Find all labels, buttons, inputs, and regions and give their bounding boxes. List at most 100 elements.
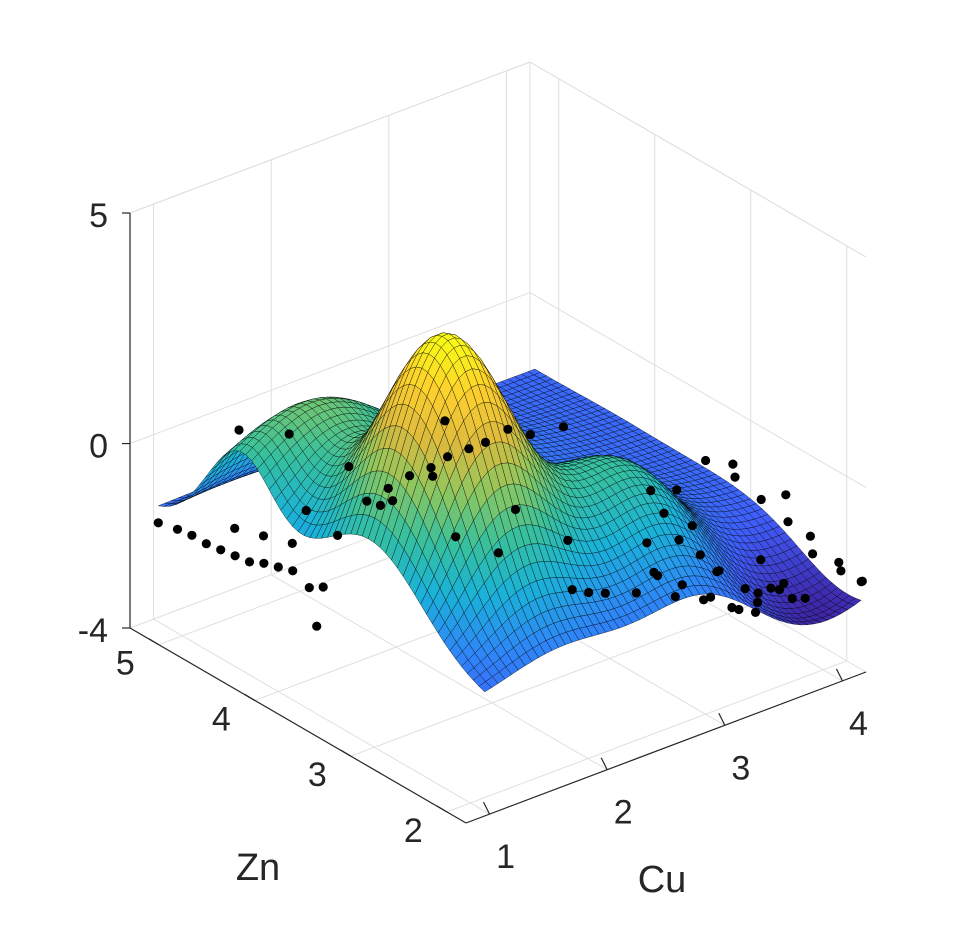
scatter-point [715, 566, 724, 575]
label-layer: Cu Zn [236, 847, 686, 901]
scatter-point [696, 550, 705, 559]
scatter-point [672, 485, 681, 494]
scatter-point [781, 490, 790, 499]
scatter-point [584, 588, 593, 597]
floor-grid-line-y [447, 661, 847, 812]
scatter-point [642, 538, 651, 547]
scatter-point [440, 416, 449, 425]
y-axis-label: Zn [236, 847, 280, 889]
scatter-point [601, 589, 610, 598]
scatter-point [701, 456, 710, 465]
scatter-point [312, 622, 321, 631]
scatter-point [259, 559, 268, 568]
scatter-point [288, 539, 297, 548]
scatter-point [741, 584, 750, 593]
surface-layer [158, 333, 861, 692]
scatter-point [754, 588, 763, 597]
x-tick-label: 4 [849, 705, 868, 743]
scatter-point [734, 605, 743, 614]
scatter-point [788, 594, 797, 603]
scatter-point [344, 462, 353, 471]
right-wall-top-edge [530, 62, 866, 257]
x-tick-label: 2 [614, 794, 633, 832]
x-tick-label: 3 [731, 749, 750, 787]
scatter-point [216, 545, 225, 554]
scatter-point [376, 501, 385, 510]
scatter-point [706, 593, 715, 602]
scatter-point [426, 463, 435, 472]
scatter-point [234, 425, 243, 434]
scatter-point [451, 532, 460, 541]
scatter-point [834, 558, 843, 567]
scatter-point [783, 517, 792, 526]
scatter-point [319, 582, 328, 591]
scatter-point [757, 495, 766, 504]
scatter-point [728, 460, 737, 469]
scatter-point [649, 568, 658, 577]
z-tick-label: 0 [89, 428, 108, 466]
scatter-point [779, 579, 788, 588]
scatter-point [362, 497, 371, 506]
y-tick-mark [149, 639, 159, 645]
scatter-point [302, 506, 311, 515]
scatter-point [388, 496, 397, 505]
y-tick-label: 4 [212, 700, 231, 738]
scatter-point [245, 557, 254, 566]
scatter-point [568, 585, 577, 594]
scatter-point [231, 551, 240, 560]
scatter-point [730, 473, 739, 482]
scatter-point [503, 425, 512, 434]
y-tick-mark [437, 806, 447, 812]
scatter-point [305, 583, 314, 592]
scatter-point [511, 505, 520, 514]
scatter-point [563, 536, 572, 545]
scatter-point [274, 562, 283, 571]
scatter-point [674, 535, 683, 544]
x-axis-label: Cu [638, 859, 687, 901]
y-tick-label: 2 [404, 812, 423, 850]
scatter-point [808, 549, 817, 558]
scatter-point [333, 531, 342, 540]
z-tick-label: -4 [78, 612, 108, 650]
scatter-point [659, 509, 668, 518]
scatter-point [801, 594, 810, 603]
scatter-point [230, 524, 239, 533]
scatter-point [384, 484, 393, 493]
scatter-point [756, 555, 765, 564]
scatter-point [632, 588, 641, 597]
scatter-point [766, 584, 775, 593]
scatter-point [481, 438, 490, 447]
scatter-point [678, 580, 687, 589]
scatter-point [443, 452, 452, 461]
scatter-point [671, 592, 680, 601]
scatter-point [428, 472, 437, 481]
y-axis-line [130, 628, 466, 823]
scatter-point [688, 521, 697, 530]
scatter-point [526, 430, 535, 439]
scatter-point [559, 422, 568, 431]
y-tick-mark [341, 750, 351, 756]
scatter-point [187, 531, 196, 540]
scatter-point [173, 525, 182, 534]
y-tick-mark [245, 694, 255, 700]
scatter-point [259, 531, 268, 540]
scatter-point [405, 471, 414, 480]
y-tick-label: 3 [308, 756, 327, 794]
scatter-point [858, 577, 867, 586]
scatter-point [285, 429, 294, 438]
scatter-point [836, 566, 845, 575]
scatter-point [288, 566, 297, 575]
scatter-point [464, 444, 473, 453]
y-tick-label: 5 [116, 645, 135, 683]
scatter-point [753, 598, 762, 607]
scatter-point [751, 608, 760, 617]
scatter-point [154, 518, 163, 527]
x-axis-line [466, 672, 866, 823]
z-tick-label: 5 [89, 197, 108, 235]
x-tick-label: 1 [496, 838, 515, 876]
back-wall-top-edge [130, 62, 530, 213]
scatter-point [202, 539, 211, 548]
scatter-point [494, 548, 503, 557]
